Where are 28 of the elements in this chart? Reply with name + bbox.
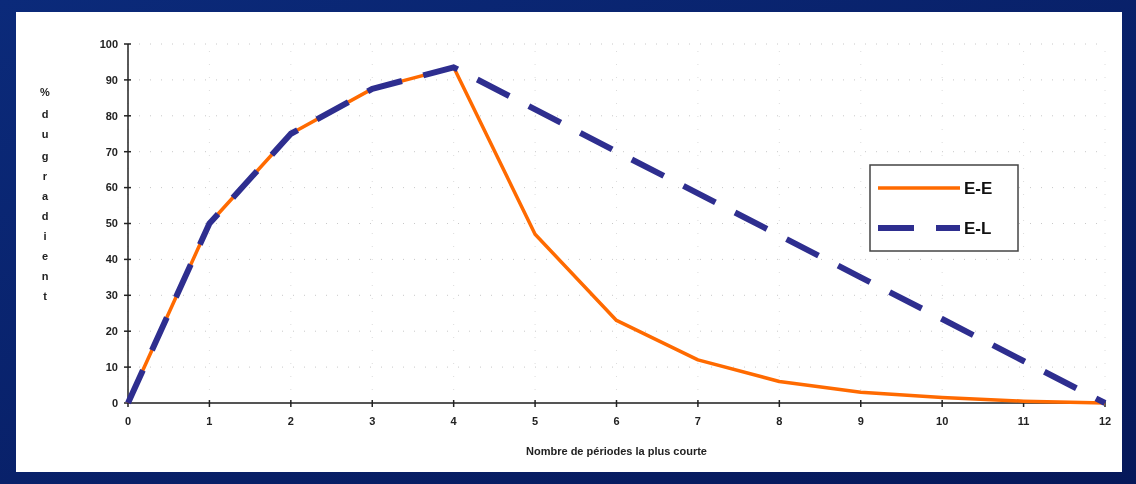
y-tick-label: 100: [99, 37, 118, 50]
y-tick-label: 20: [105, 325, 118, 338]
x-tick-label: 11: [1017, 415, 1030, 427]
x-tick-label: 9: [857, 415, 864, 427]
y-tick-label: 0: [111, 396, 118, 409]
x-tick-label: 4: [450, 415, 458, 427]
x-tick-label: 5: [532, 415, 539, 427]
x-tick-label: 3: [369, 415, 376, 427]
legend-label: E-L: [964, 218, 992, 238]
y-tick-label: 30: [105, 289, 118, 302]
y-tick-label: 80: [105, 109, 118, 122]
x-axis-title: Nombre de périodes la plus courte: [526, 445, 707, 457]
text: % du gradient: [39, 86, 51, 302]
x-tick-label: 10: [936, 415, 949, 427]
legend-label: E-E: [964, 178, 993, 198]
x-tick-label: 0: [124, 415, 132, 427]
y-tick-label: 90: [105, 73, 118, 86]
y-tick-label: 70: [105, 145, 118, 158]
x-tick-label: 1: [206, 415, 213, 427]
x-tick-label: 12: [1098, 415, 1112, 427]
y-tick-label: 50: [105, 217, 118, 230]
x-tick-label: 7: [694, 415, 701, 427]
x-tick-label: 8: [776, 415, 783, 427]
y-tick-label: 10: [105, 360, 118, 373]
y-tick-label: 40: [105, 253, 118, 266]
x-tick-label: 2: [287, 415, 294, 427]
y-tick-label: 60: [105, 181, 118, 194]
x-tick-label: 6: [613, 415, 620, 427]
